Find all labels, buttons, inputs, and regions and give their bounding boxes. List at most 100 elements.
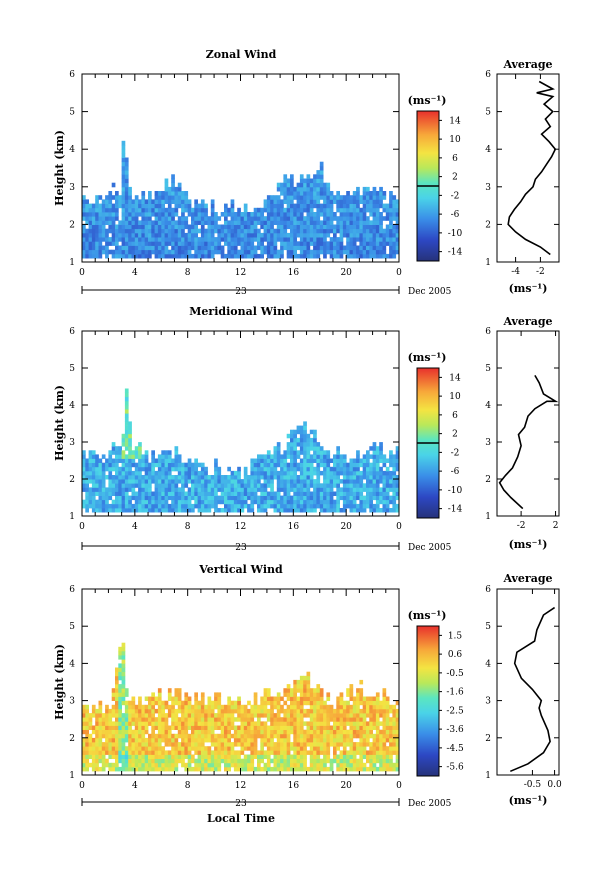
- heatmap-cell: [243, 766, 248, 772]
- x-tick-label: 8: [185, 268, 191, 278]
- heatmap-cell: [329, 479, 334, 484]
- heatmap-cell: [299, 470, 304, 476]
- heatmap-cell: [200, 495, 205, 501]
- heatmap-cell: [237, 704, 241, 710]
- heatmap-cell: [184, 462, 189, 468]
- heatmap-cell: [362, 216, 367, 221]
- heatmap-cell: [356, 212, 360, 217]
- heatmap-cell: [356, 224, 360, 230]
- heatmap-cell: [98, 499, 103, 505]
- heatmap-cell: [379, 758, 383, 764]
- heatmap-cell: [243, 245, 248, 251]
- heatmap-cell: [164, 479, 169, 484]
- heatmap-cell: [293, 216, 297, 221]
- heatmap-cell: [138, 224, 142, 230]
- heatmap-cell: [263, 249, 268, 255]
- heatmap-cell: [181, 466, 185, 472]
- heatmap-cell: [392, 475, 397, 480]
- heatmap-cell: [115, 203, 119, 209]
- colorbar-tick-label: -2: [451, 448, 460, 458]
- heatmap-cell: [283, 717, 288, 722]
- heatmap-cell: [171, 174, 175, 179]
- heatmap-cell: [187, 228, 192, 234]
- heatmap-cell: [276, 766, 281, 772]
- heatmap-cell: [181, 249, 185, 255]
- heatmap-cell: [276, 754, 281, 759]
- heatmap-cell: [187, 503, 192, 509]
- heatmap-cell: [214, 733, 218, 739]
- heatmap-cell: [197, 750, 202, 755]
- heatmap-cell: [91, 737, 96, 743]
- heatmap-cell: [379, 224, 383, 230]
- heatmap-cell: [191, 503, 195, 509]
- heatmap-cell: [105, 207, 109, 213]
- heatmap-cell: [336, 462, 340, 468]
- profile-y-tick-label: 2: [485, 475, 491, 485]
- heatmap-cell: [128, 503, 132, 509]
- heatmap-cell: [296, 228, 301, 234]
- heatmap-cell: [309, 495, 314, 501]
- heatmap-cell: [157, 245, 162, 251]
- heatmap-cell: [349, 199, 354, 204]
- heatmap-cell: [385, 475, 390, 480]
- heatmap-cell: [293, 437, 297, 443]
- heatmap-cell: [124, 729, 129, 735]
- heatmap-cell: [342, 195, 347, 200]
- heatmap-cell: [326, 721, 331, 726]
- heatmap-cell: [171, 207, 175, 213]
- heatmap-cell: [148, 195, 152, 200]
- heatmap-cell: [336, 220, 340, 225]
- heatmap-cell: [151, 503, 155, 509]
- heatmap-cell: [395, 487, 400, 492]
- heatmap-cell: [359, 733, 364, 739]
- heatmap-cell: [333, 241, 337, 246]
- heatmap-cell: [352, 475, 357, 480]
- heatmap-cell: [375, 503, 380, 509]
- heatmap-cell: [95, 758, 99, 764]
- heatmap-cell: [342, 203, 347, 209]
- heatmap-cell: [101, 495, 106, 501]
- heatmap-cell: [85, 742, 89, 747]
- heatmap-cell: [247, 721, 251, 726]
- heatmap-cell: [260, 216, 264, 221]
- heatmap-cell: [369, 729, 373, 735]
- heatmap-cell: [141, 508, 146, 513]
- heatmap-cell: [299, 475, 304, 480]
- heatmap-cell: [167, 725, 172, 730]
- heatmap-cell: [250, 750, 255, 755]
- heatmap-cell: [174, 708, 179, 714]
- heatmap-cell: [174, 475, 179, 480]
- heatmap-cell: [230, 207, 235, 213]
- heatmap-cell: [148, 733, 152, 739]
- heatmap-cell: [220, 733, 225, 739]
- heatmap-cell: [124, 249, 129, 255]
- heatmap-cell: [313, 232, 317, 238]
- heatmap-cell: [293, 446, 297, 451]
- heatmap-cell: [395, 212, 400, 217]
- heatmap-cell: [366, 458, 370, 463]
- heatmap-cell: [128, 508, 132, 513]
- heatmap-cell: [346, 475, 350, 480]
- heatmap-cell: [243, 207, 248, 213]
- heatmap-cell: [230, 746, 235, 751]
- heatmap-cell: [290, 754, 294, 759]
- heatmap-cell: [293, 704, 297, 710]
- heatmap-cell: [184, 191, 189, 196]
- heatmap-cell: [316, 725, 321, 730]
- heatmap-cell: [369, 220, 373, 225]
- heatmap-cell: [392, 216, 397, 221]
- heatmap-cell: [260, 207, 264, 213]
- heatmap-cell: [313, 729, 317, 735]
- heatmap-cell: [362, 766, 367, 772]
- heatmap-cell: [105, 499, 109, 505]
- heatmap-cell: [108, 228, 113, 234]
- heatmap-cell: [286, 442, 291, 447]
- heatmap-cell: [260, 232, 264, 238]
- heatmap-cell: [197, 766, 202, 772]
- heatmap-cell: [121, 253, 126, 259]
- heatmap-cell: [237, 717, 241, 722]
- heatmap-cell: [356, 692, 360, 697]
- heatmap-cell: [250, 499, 255, 505]
- heatmap-cell: [105, 241, 109, 246]
- heatmap-cell: [138, 713, 142, 718]
